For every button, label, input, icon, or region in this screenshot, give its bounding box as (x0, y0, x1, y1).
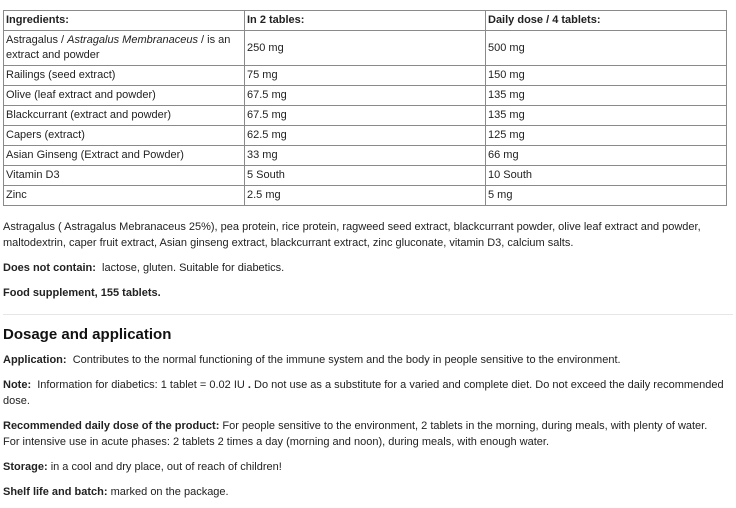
dose-2-cell: 75 mg (244, 65, 486, 86)
dose-4-cell: 5 mg (485, 185, 727, 206)
ingredient-cell: Capers (extract) (3, 125, 245, 146)
table-row: Capers (extract) 62.5 mg 125 mg (3, 125, 727, 146)
table-row: Blackcurrant (extract and powder) 67.5 mg… (3, 105, 727, 126)
dosage-heading: Dosage and application (3, 326, 172, 343)
dose-2-cell: 5 South (244, 165, 486, 186)
table-row: Vitamin D3 5 South 10 South (3, 165, 727, 186)
label: Recommended daily dose of the product: (3, 420, 220, 432)
does-not-contain: Does not contain: lactose, gluten. Suita… (3, 260, 733, 276)
dose-4-cell: 135 mg (485, 85, 727, 106)
recommended-dose: Recommended daily dose of the product: F… (3, 418, 733, 450)
value: in a cool and dry place, out of reach of… (50, 461, 282, 473)
ingredient-cell: Astragalus / Astragalus Membranaceus / i… (3, 30, 245, 66)
dose-4-cell: 125 mg (485, 125, 727, 146)
dose-4-cell: 10 South (485, 165, 727, 186)
dose-4-cell: 500 mg (485, 30, 727, 66)
dose-4-cell: 66 mg (485, 145, 727, 166)
label: Does not contain: (3, 262, 96, 274)
ingredient-text: Astragalus / (6, 34, 68, 46)
ingredient-cell: Zinc (3, 185, 245, 206)
dose-2-cell: 33 mg (244, 145, 486, 166)
ingredient-text: / is an extract and powder (6, 34, 231, 61)
value: For intensive use in acute phases: 2 tab… (3, 436, 550, 448)
dose-2-cell: 67.5 mg (244, 105, 486, 126)
dot: . (247, 379, 251, 391)
ingredient-cell: Railings (seed extract) (3, 65, 245, 86)
label: Application: (3, 354, 67, 366)
table-row: Zinc 2.5 mg 5 mg (3, 185, 727, 206)
value: Do not use as a substitute for a varied … (3, 379, 724, 407)
label: Shelf life and batch: (3, 486, 108, 498)
shelf-life: Shelf life and batch: marked on the pack… (3, 484, 733, 500)
ingredient-cell: Olive (leaf extract and powder) (3, 85, 245, 106)
table-row: Olive (leaf extract and powder) 67.5 mg 13… (3, 85, 727, 106)
ingredients-table: Ingredients: In 2 tables: Daily dose / 4… (3, 10, 727, 206)
ingredient-cell: Vitamin D3 (3, 165, 245, 186)
table-row: Asian Ginseng (Extract and Powder) 33 mg 6… (3, 145, 727, 166)
table-row: Railings (seed extract) 75 mg 150 mg (3, 65, 727, 86)
dose-2-cell: 67.5 mg (244, 85, 486, 106)
latin-name: Astragalus Membranaceus (67, 34, 198, 46)
value: marked on the package. (110, 486, 229, 498)
application: Application: Contributes to the normal f… (3, 352, 733, 368)
food-supplement: Food supplement, 155 tablets. (3, 287, 161, 299)
note: Note: Information for diabetics: 1 table… (3, 377, 733, 409)
header-ingredients: Ingredients: (3, 10, 245, 31)
ingredient-cell: Asian Ginseng (Extract and Powder) (3, 145, 245, 166)
value: Information for diabetics: 1 tablet = 0.… (37, 379, 248, 391)
dose-2-cell: 62.5 mg (244, 125, 486, 146)
value: Contributes to the normal functioning of… (72, 354, 621, 366)
dose-2-cell: 2.5 mg (244, 185, 486, 206)
value: lactose, gluten. Suitable for diabetics. (102, 262, 285, 274)
ingredient-cell: Blackcurrant (extract and powder) (3, 105, 245, 126)
label: Note: (3, 379, 32, 391)
label: Storage: (3, 461, 48, 473)
header-2-tablets: In 2 tables: (244, 10, 486, 31)
header-daily-dose: Daily dose / 4 tablets: (485, 10, 727, 31)
table-row: Astragalus / Astragalus Membranaceus / i… (3, 30, 727, 66)
dose-4-cell: 150 mg (485, 65, 727, 86)
storage: Storage: in a cool and dry place, out of… (3, 459, 733, 475)
table-header-row: Ingredients: In 2 tables: Daily dose / 4… (3, 10, 727, 31)
value: For people sensitive to the environment,… (222, 420, 708, 432)
composition-text: Astragalus ( Astragalus Mebranaceus 25%)… (3, 221, 701, 249)
dose-4-cell: 135 mg (485, 105, 727, 126)
divider (3, 314, 733, 315)
dose-2-cell: 250 mg (244, 30, 486, 66)
